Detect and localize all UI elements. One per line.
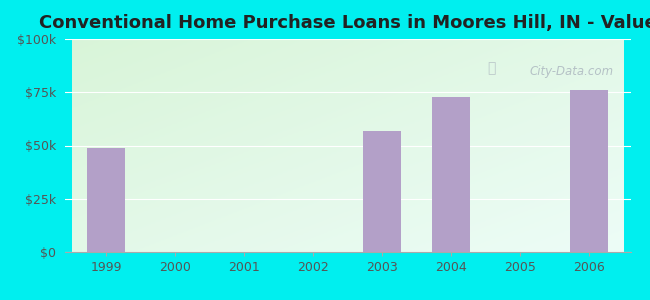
Title: Conventional Home Purchase Loans in Moores Hill, IN - Value: Conventional Home Purchase Loans in Moor… <box>39 14 650 32</box>
Bar <box>432 97 470 252</box>
Bar <box>570 90 608 252</box>
Text: City-Data.com: City-Data.com <box>529 64 614 78</box>
Text: Ⓠ: Ⓠ <box>488 61 496 75</box>
Bar <box>87 148 125 252</box>
Bar <box>363 130 401 252</box>
